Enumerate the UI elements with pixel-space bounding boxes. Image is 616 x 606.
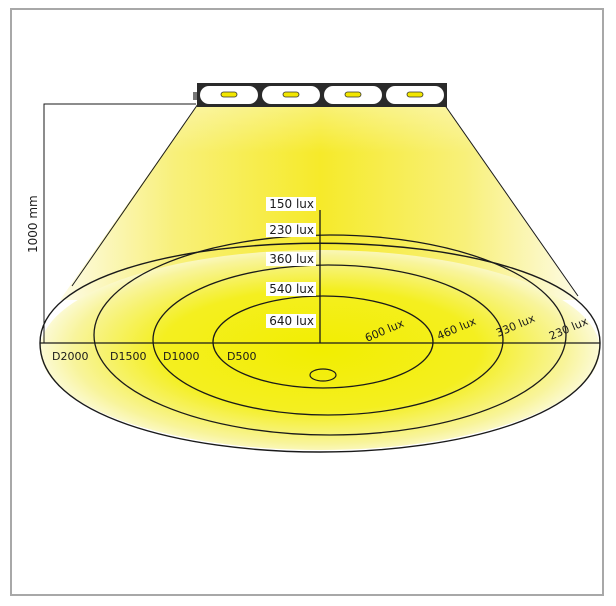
lux-label-540: 540 lux (269, 282, 314, 296)
height-label: 1000 mm (26, 195, 40, 253)
light-module-icon (324, 86, 382, 104)
beam-edge-left (71, 103, 199, 287)
light-module-icon (200, 86, 258, 104)
center-spot (309, 368, 337, 382)
diameter-label-d1000: D1000 (163, 350, 199, 363)
light-module-icon (262, 86, 320, 104)
center-lux-labels: 150 lux 230 lux 360 lux 540 lux 640 lux (266, 197, 316, 328)
light-module-icon (386, 86, 444, 104)
ring-d1000 (152, 264, 504, 416)
height-dimension-line (43, 103, 196, 343)
diameter-label-d500: D500 (227, 350, 256, 363)
lux-label-230: 230 lux (269, 223, 314, 237)
luminaire (193, 83, 447, 107)
beam-edge-right (443, 103, 579, 297)
diameter-label-d1500: D1500 (110, 350, 146, 363)
floor-boundary (39, 242, 601, 453)
lux-label-360: 360 lux (269, 252, 314, 266)
diameter-labels: D2000 D1500 D1000 D500 (52, 350, 256, 363)
ring-d1500 (93, 234, 567, 436)
diameter-label-d2000: D2000 (52, 350, 88, 363)
ring-d500 (212, 295, 434, 389)
lux-label-150: 150 lux (269, 197, 314, 211)
lux-label-640: 640 lux (269, 314, 314, 328)
